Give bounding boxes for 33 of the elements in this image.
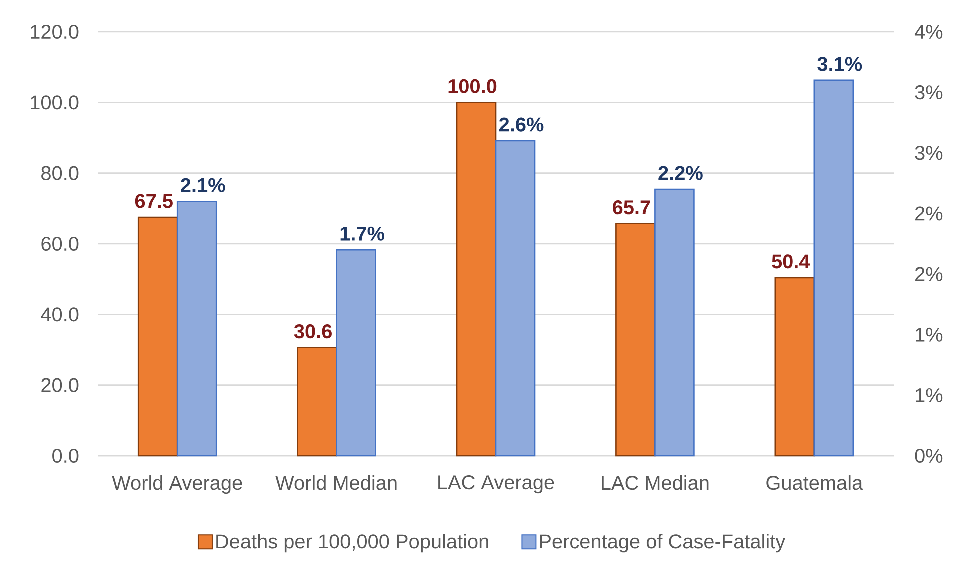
y-tick-label: 80.0 <box>42 166 79 180</box>
bar <box>814 80 854 457</box>
data-label: 1.7% <box>340 226 384 241</box>
y2-tick-label: 3% <box>915 86 943 100</box>
data-label: 100.0 <box>448 79 497 94</box>
data-label: 50.4 <box>772 254 810 269</box>
y-tick-label: 40.0 <box>41 308 79 322</box>
legend-label: Deaths per 100,000 Population <box>216 534 488 553</box>
y2-tick-label: 3% <box>915 146 943 160</box>
y-tick-label: 120.0 <box>31 24 79 40</box>
data-label: 30.6 <box>294 324 332 339</box>
y2-tick-label: 0% <box>915 448 943 464</box>
y2-tick-label: 1% <box>916 328 943 342</box>
data-label: 65.7 <box>613 200 650 215</box>
x-tick-label: World Average <box>112 476 242 494</box>
data-label: 3.1% <box>818 57 862 72</box>
y-tick-label: 0.0 <box>52 448 79 464</box>
y2-tick-label: 4% <box>914 25 943 39</box>
y2-tick-label: 1% <box>916 388 943 402</box>
data-label: 2.6% <box>499 118 544 132</box>
data-label: 2.2% <box>658 166 703 180</box>
y2-tick-label: 2% <box>916 267 943 282</box>
x-tick-label: Guatemala <box>766 476 864 490</box>
legend-label: Percentage of Case-Fatality <box>540 534 786 553</box>
y-tick-label: 20.0 <box>42 378 79 392</box>
data-label: 2.1% <box>181 178 226 192</box>
y-tick-label: 100.0 <box>31 96 79 110</box>
y2-tick-label: 2% <box>916 206 943 221</box>
x-tick-label: World Median <box>276 476 397 490</box>
data-label: 67.5 <box>135 194 173 208</box>
x-tick-label: LAC Average <box>438 476 554 494</box>
x-tick-label: LAC Median <box>602 476 709 490</box>
y-tick-label: 60.0 <box>42 236 79 252</box>
